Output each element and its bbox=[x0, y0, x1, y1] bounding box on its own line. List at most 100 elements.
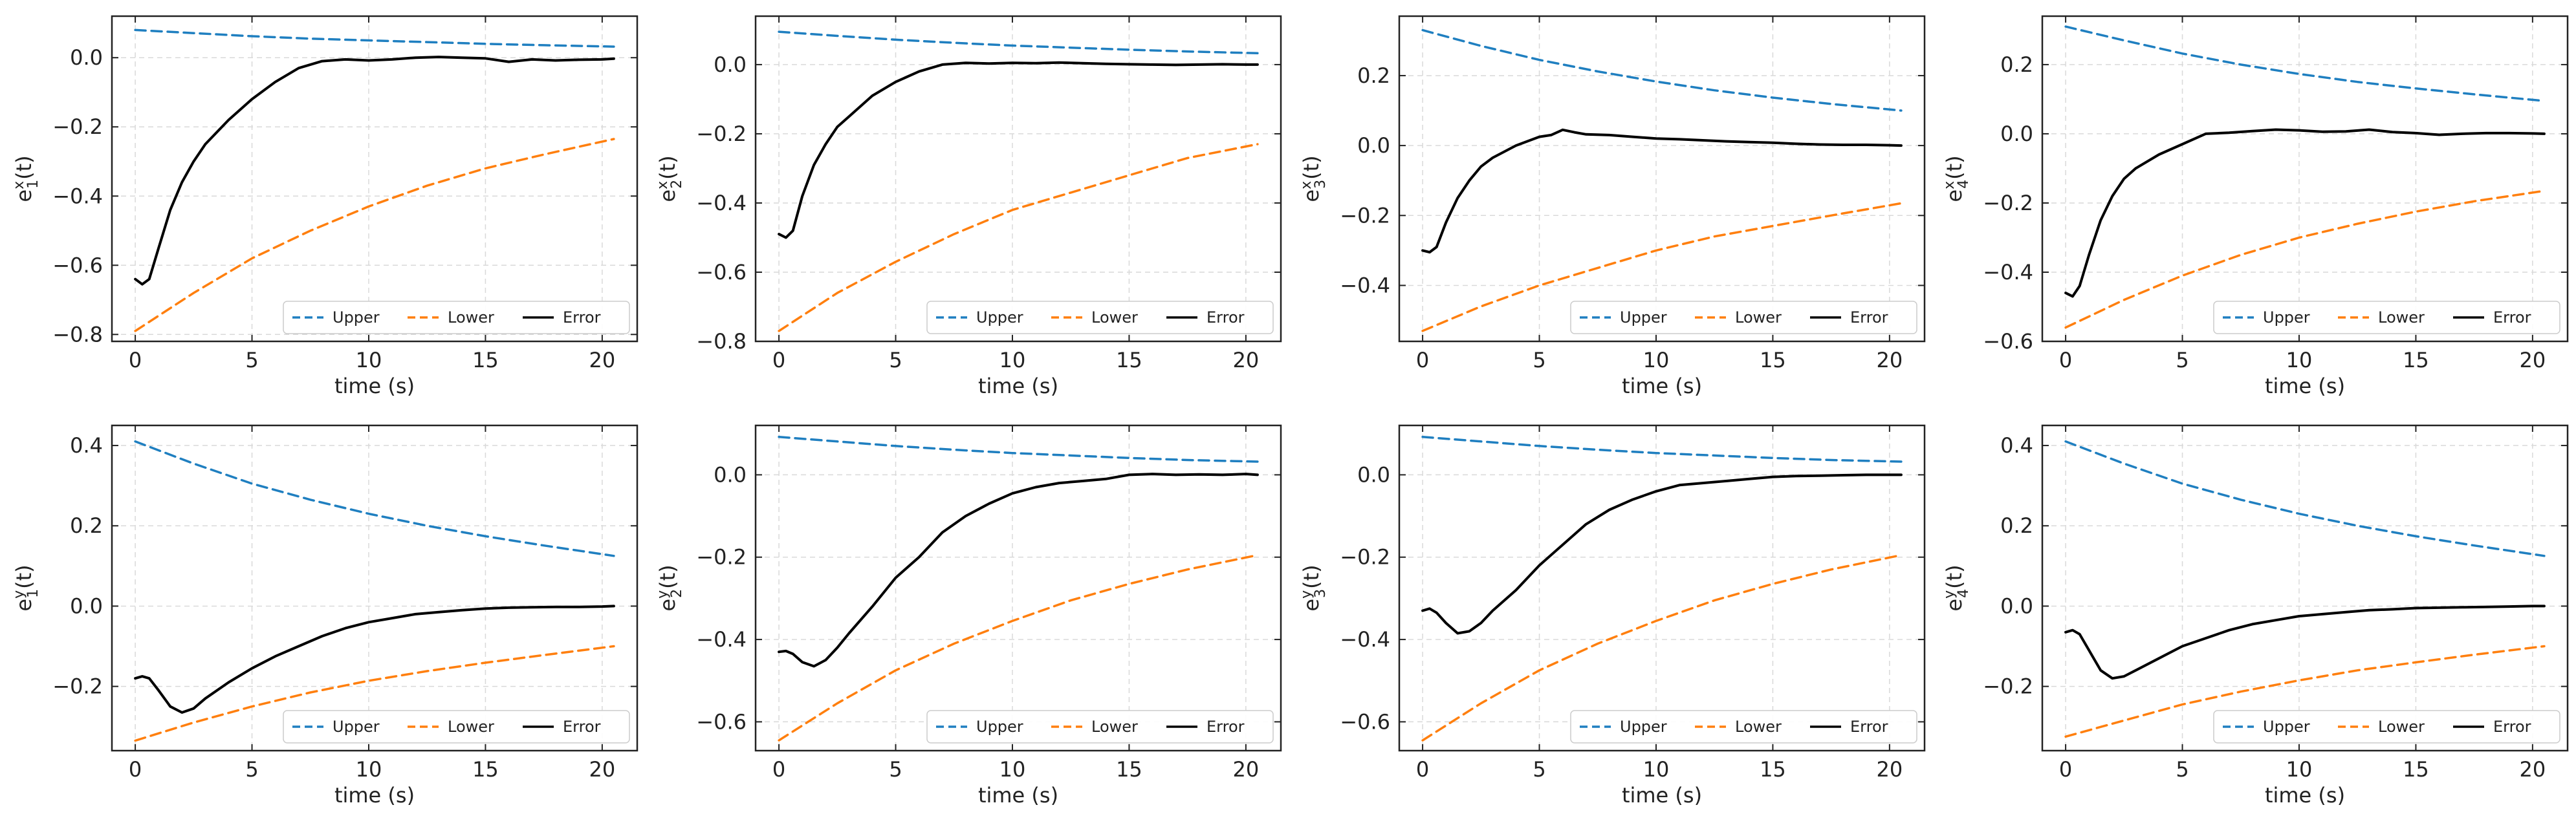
chart-e1x: 0 5 10 15 20 −0.8 −0.6 −0.4 −0.2 0.0 time (s) ex1(t… bbox=[11, 15, 639, 398]
legend: Upper Lower Error bbox=[2213, 710, 2560, 744]
legend-box bbox=[2213, 301, 2560, 334]
legend-upper-label: Upper bbox=[1620, 718, 1667, 736]
y-tick-label: −0.6 bbox=[1983, 329, 2033, 354]
y-tick-label: −0.2 bbox=[696, 545, 747, 570]
y-tick-label: −0.4 bbox=[1340, 273, 1390, 297]
y-axis-label-base: e bbox=[655, 189, 680, 202]
y-tick-label: 0.0 bbox=[70, 594, 103, 618]
plot-frame bbox=[1398, 15, 1926, 343]
y-tick-label: −0.8 bbox=[52, 322, 103, 347]
x-tick-label: 15 bbox=[1760, 757, 1786, 782]
x-tick-label: 10 bbox=[1643, 757, 1670, 782]
y-tick-label: 0.2 bbox=[2000, 52, 2033, 77]
legend-error-label: Error bbox=[1206, 718, 1245, 736]
legend-box bbox=[1570, 710, 1917, 744]
y-axis-label-base: e bbox=[1942, 189, 1967, 202]
series-error-line bbox=[1421, 128, 1903, 254]
x-tick-label: 20 bbox=[1877, 348, 1903, 372]
x-tick-label: 0 bbox=[2059, 757, 2072, 782]
series-upper-line bbox=[1421, 436, 1903, 463]
plot-frame bbox=[111, 15, 639, 343]
legend-upper-label: Upper bbox=[333, 718, 380, 736]
y-tick-label: 0.4 bbox=[2000, 433, 2033, 458]
y-axis-label-sup: x bbox=[655, 181, 671, 189]
chart-e4x: 0 5 10 15 20 −0.6 −0.4 −0.2 0.0 0.2 time (s) ex4(t)… bbox=[1941, 15, 2569, 398]
y-axis-label-base: e bbox=[1942, 599, 1967, 612]
x-axis-label: time (s) bbox=[1622, 783, 1702, 808]
legend-box bbox=[283, 710, 630, 744]
x-tick-label: 20 bbox=[2520, 757, 2546, 782]
x-tick-label: 5 bbox=[245, 348, 258, 372]
series-error-line bbox=[134, 605, 615, 714]
legend-error-label: Error bbox=[563, 718, 601, 736]
y-tick-label: −0.4 bbox=[1983, 260, 2033, 284]
y-axis-label-sub: 4 bbox=[1956, 180, 1972, 189]
legend: Upper Lower Error bbox=[1570, 301, 1917, 334]
y-tick-label: −0.8 bbox=[696, 329, 747, 354]
x-tick-label: 10 bbox=[2286, 757, 2313, 782]
y-tick-label: −0.4 bbox=[696, 627, 747, 652]
series-error-line bbox=[1421, 473, 1903, 635]
chart-e2x: 0 5 10 15 20 −0.8 −0.6 −0.4 −0.2 0.0 time (s) ex2(t… bbox=[655, 15, 1282, 398]
y-axis-label-sub: 1 bbox=[25, 180, 41, 189]
y-axis-label-sup: y bbox=[11, 590, 27, 599]
y-axis-label-sub: 1 bbox=[25, 589, 41, 598]
y-axis-label-sup: y bbox=[655, 590, 671, 599]
series-lower-line bbox=[778, 553, 1259, 742]
legend-lower-label: Lower bbox=[1735, 718, 1782, 736]
x-tick-label: 0 bbox=[772, 757, 785, 782]
y-axis-label-sub: 3 bbox=[1313, 180, 1329, 189]
plot-frame bbox=[2041, 424, 2569, 752]
x-tick-label: 15 bbox=[1760, 348, 1786, 372]
x-tick-label: 15 bbox=[1116, 348, 1142, 372]
legend-box bbox=[283, 301, 630, 334]
y-axis-label-suffix: (t) bbox=[12, 155, 36, 180]
y-axis-label-base: e bbox=[1299, 189, 1324, 202]
y-tick-label: 0.2 bbox=[1357, 63, 1390, 88]
x-tick-label: 20 bbox=[1877, 757, 1903, 782]
y-axis-label-sup: y bbox=[1941, 590, 1958, 599]
chart-e3x: 0 5 10 15 20 −0.4 −0.2 0.0 0.2 time (s) ex3(t) Uppe… bbox=[1298, 15, 1926, 398]
x-axis-label: time (s) bbox=[978, 374, 1058, 398]
y-tick-label: 0.4 bbox=[70, 433, 103, 458]
x-axis-label: time (s) bbox=[334, 783, 415, 808]
x-tick-label: 20 bbox=[1233, 757, 1260, 782]
legend: Upper Lower Error bbox=[283, 710, 630, 744]
x-tick-label: 15 bbox=[2403, 757, 2429, 782]
series-lower-line bbox=[134, 645, 615, 742]
y-axis-label-sup: x bbox=[11, 181, 27, 189]
y-axis-label: ex4(t) bbox=[1941, 155, 1972, 202]
y-tick-label: 0.0 bbox=[2000, 122, 2033, 146]
legend-upper-label: Upper bbox=[2263, 718, 2310, 736]
legend-error-label: Error bbox=[2493, 718, 2531, 736]
series-upper-line bbox=[134, 28, 615, 48]
x-tick-label: 20 bbox=[1233, 348, 1260, 372]
legend-lower-label: Lower bbox=[1091, 718, 1138, 736]
y-axis-label: ex2(t) bbox=[655, 155, 685, 202]
x-tick-label: 10 bbox=[1643, 348, 1670, 372]
y-tick-label: −0.2 bbox=[1340, 545, 1390, 570]
y-tick-label: −0.2 bbox=[1340, 203, 1390, 228]
x-axis-label: time (s) bbox=[334, 374, 415, 398]
y-tick-label: 0.0 bbox=[714, 462, 747, 487]
y-axis-label-base: e bbox=[12, 189, 36, 202]
y-tick-label: 0.2 bbox=[2000, 513, 2033, 538]
plot-frame bbox=[1398, 424, 1926, 752]
chart-e3y: 0 5 10 15 20 −0.6 −0.4 −0.2 0.0 time (s) ey3(t) Upp… bbox=[1298, 424, 1926, 808]
y-axis-label-suffix: (t) bbox=[1942, 564, 1967, 589]
x-tick-label: 15 bbox=[472, 348, 499, 372]
series-upper-line bbox=[778, 436, 1259, 463]
x-tick-label: 5 bbox=[2176, 348, 2189, 372]
y-axis-label: ex3(t) bbox=[1298, 155, 1329, 202]
legend-box bbox=[926, 710, 1274, 744]
series-upper-line bbox=[134, 440, 615, 557]
y-tick-label: −0.4 bbox=[696, 191, 747, 215]
legend: Upper Lower Error bbox=[926, 301, 1274, 334]
legend-box bbox=[926, 301, 1274, 334]
legend-lower-label: Lower bbox=[448, 718, 494, 736]
y-tick-label: −0.2 bbox=[696, 122, 747, 146]
x-tick-label: 10 bbox=[999, 348, 1026, 372]
y-axis-label-sub: 3 bbox=[1313, 589, 1329, 598]
series-lower-line bbox=[2064, 189, 2546, 329]
